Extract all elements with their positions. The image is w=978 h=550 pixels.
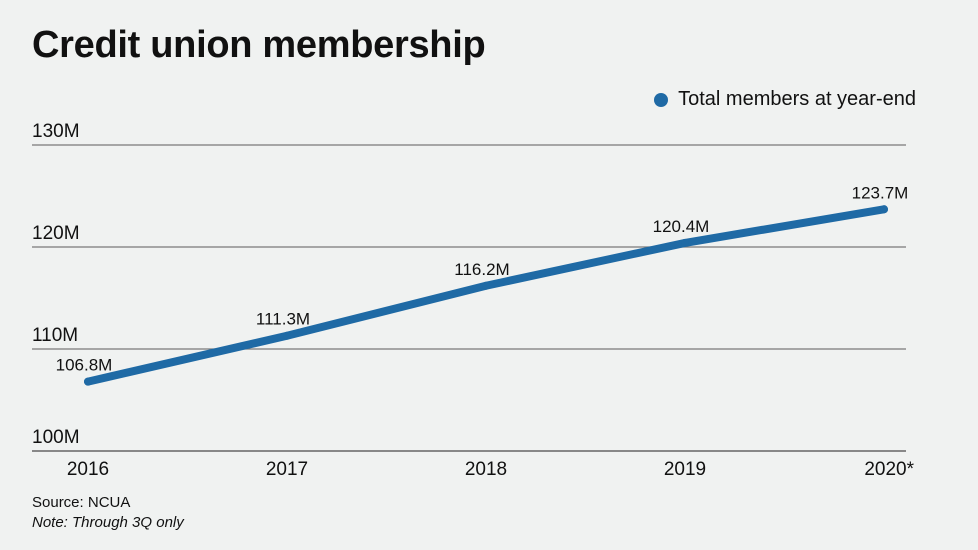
x-tick-label: 2019	[664, 459, 706, 480]
data-label: 111.3M	[256, 310, 310, 329]
note-text: Note: Through 3Q only	[32, 514, 184, 531]
data-point	[482, 281, 490, 290]
data-point	[681, 238, 689, 247]
y-tick-label: 130M	[32, 121, 80, 142]
series-line	[84, 205, 888, 386]
x-tick-label: 2018	[465, 459, 507, 480]
y-tick-label: 100M	[32, 427, 80, 448]
data-point	[283, 331, 291, 340]
y-tick-label: 120M	[32, 223, 80, 244]
data-label: 116.2M	[454, 260, 509, 279]
legend-marker	[654, 92, 669, 107]
x-tick-label: 2020*	[864, 459, 914, 480]
x-tick-label: 2016	[67, 459, 109, 480]
source-text: Source: NCUA	[32, 494, 131, 511]
legend: Total members at year-end	[654, 88, 916, 111]
data-label: 106.8M	[56, 356, 113, 375]
data-label: 123.7M	[852, 183, 909, 202]
data-point	[84, 377, 92, 386]
data-point	[880, 205, 888, 214]
y-tick-label: 110M	[32, 325, 78, 346]
data-label: 120.4M	[653, 217, 710, 236]
x-tick-label: 2017	[266, 459, 308, 480]
legend-label: Total members at year-end	[678, 88, 916, 110]
chart-title: Credit union membership	[32, 24, 486, 66]
